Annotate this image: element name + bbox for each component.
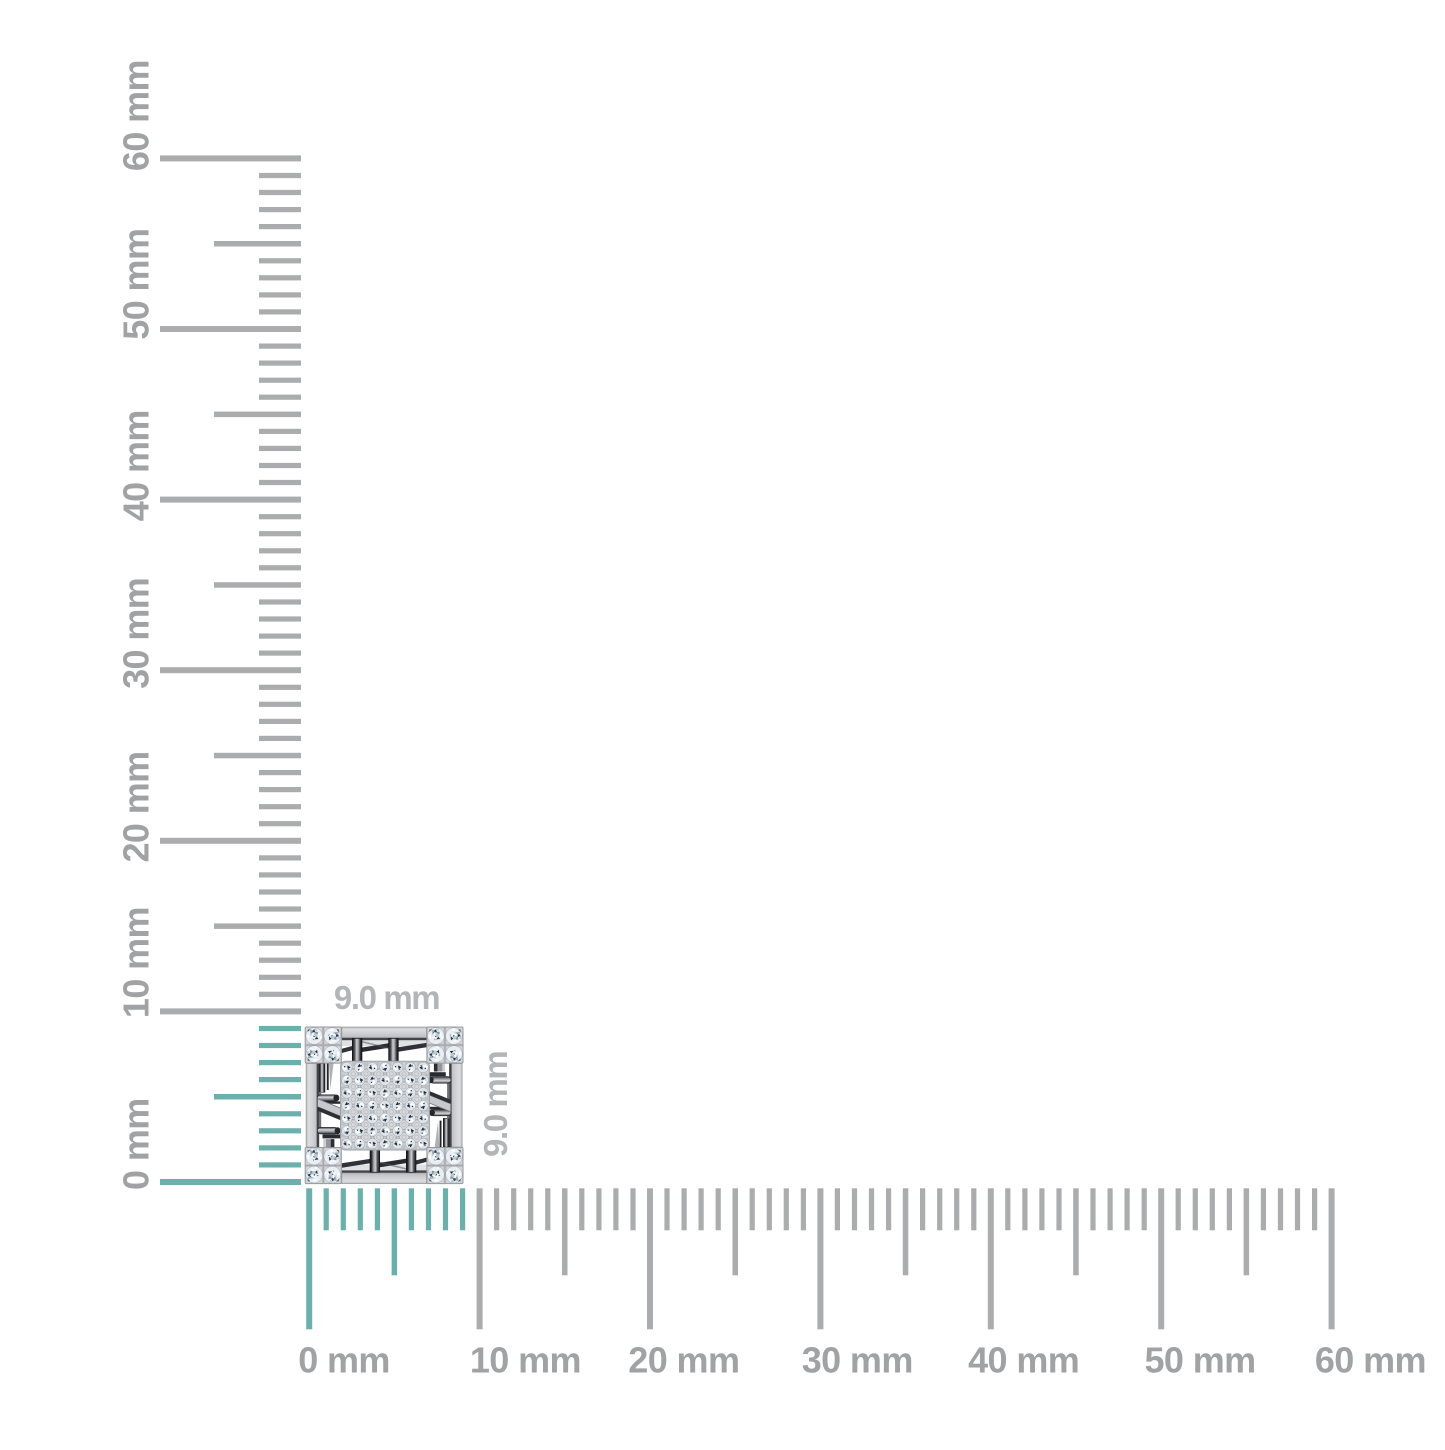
svg-text:60 mm: 60 mm [1315, 1340, 1426, 1381]
svg-text:10 mm: 10 mm [116, 907, 157, 1018]
svg-text:20 mm: 20 mm [628, 1340, 739, 1381]
svg-text:10 mm: 10 mm [470, 1340, 581, 1381]
svg-text:40 mm: 40 mm [116, 410, 157, 521]
svg-text:40 mm: 40 mm [968, 1340, 1079, 1381]
svg-text:9.0 mm: 9.0 mm [477, 1052, 514, 1157]
svg-text:20 mm: 20 mm [116, 751, 157, 862]
svg-text:30 mm: 30 mm [802, 1340, 913, 1381]
svg-text:60 mm: 60 mm [116, 60, 157, 171]
svg-text:0 mm: 0 mm [116, 1098, 157, 1190]
svg-text:50 mm: 50 mm [116, 229, 157, 340]
svg-text:0 mm: 0 mm [298, 1340, 390, 1381]
svg-text:9.0 mm: 9.0 mm [334, 979, 439, 1016]
svg-text:30 mm: 30 mm [116, 578, 157, 689]
svg-text:50 mm: 50 mm [1145, 1340, 1256, 1381]
